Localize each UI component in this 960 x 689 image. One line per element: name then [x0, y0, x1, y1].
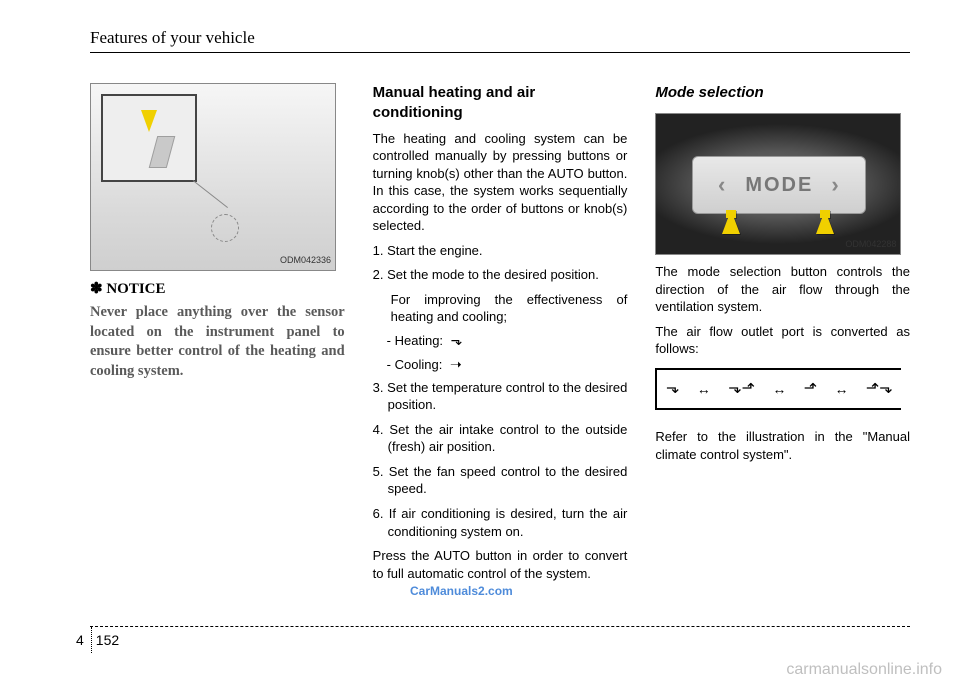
- watermark-carmanualsonline: carmanualsonline.info: [786, 661, 942, 679]
- step-6: 6. If air conditioning is desired, turn …: [373, 505, 628, 540]
- section-title-manual: Manual heating and air conditioning: [373, 83, 628, 124]
- airflow-sequence-strip: ⬎ ↔ ⬎⬏ ↔ ⬏ ↔ ⬏⬎: [655, 368, 901, 410]
- sub-cooling-label: - Cooling:: [387, 357, 443, 372]
- notice-text: Never place anything over the sensor loc…: [90, 303, 345, 381]
- figure-caption: ODM042336: [280, 254, 331, 266]
- page-number-divider: [91, 627, 92, 653]
- sub-cooling: - Cooling: ➝: [373, 355, 628, 374]
- chevron-left-icon: ‹: [718, 170, 727, 200]
- step-1: 1. Start the engine.: [373, 242, 628, 260]
- watermark-carmanuals2: CarManuals2.com: [410, 584, 513, 598]
- manual-outro: Press the AUTO button in order to conver…: [373, 547, 628, 582]
- step-2: 2. Set the mode to the desired position.: [373, 266, 628, 284]
- callout-line-icon: [193, 180, 228, 208]
- airflow-defrost-icon: ⬏⬎: [866, 378, 893, 400]
- page-number: 4 152: [76, 627, 119, 653]
- mode-p2: The air flow outlet port is converted as…: [655, 323, 910, 358]
- column-3: Mode selection ‹ MODE › ODM042288 The mo…: [655, 83, 910, 589]
- section-title-mode: Mode selection: [655, 83, 910, 103]
- callout-circle-icon: [211, 214, 239, 242]
- double-arrow-icon: ↔: [834, 380, 848, 399]
- arrow-down-icon: [141, 110, 157, 132]
- sub-intro: For improving the effectiveness of heati…: [373, 291, 628, 326]
- arrow-up-right-icon: [816, 210, 834, 234]
- face-mode-icon: ➝: [450, 356, 462, 372]
- mode-p1: The mode selection button controls the d…: [655, 263, 910, 316]
- column-2: Manual heating and air conditioning The …: [373, 83, 628, 589]
- step-3: 3. Set the temperature control to the de…: [373, 379, 628, 414]
- floor-mode-icon: ⬎: [451, 332, 463, 348]
- page-number-value: 152: [96, 632, 119, 648]
- step-5: 5. Set the fan speed control to the desi…: [373, 463, 628, 498]
- sensor-shape-icon: [149, 136, 176, 168]
- manual-intro: The heating and cooling system can be co…: [373, 130, 628, 235]
- mode-label: MODE: [745, 172, 813, 199]
- sub-heating-label: - Heating:: [387, 333, 443, 348]
- chevron-right-icon: ›: [831, 170, 840, 200]
- double-arrow-icon: ↔: [772, 380, 786, 399]
- mode-figure-caption: ODM042288: [845, 238, 896, 250]
- page-header: Features of your vehicle: [90, 28, 910, 53]
- sub-heating: - Heating: ⬎: [373, 331, 628, 350]
- sensor-figure: ODM042336: [90, 83, 336, 271]
- inset-detail-box: [101, 94, 197, 182]
- header-title: Features of your vehicle: [90, 28, 255, 47]
- airflow-floor-icon: ⬏: [804, 378, 817, 400]
- footer-divider: [90, 626, 910, 627]
- mode-p3: Refer to the illustration in the "Manual…: [655, 428, 910, 463]
- step-4: 4. Set the air intake control to the out…: [373, 421, 628, 456]
- airflow-bilevel-icon: ⬎⬏: [728, 378, 755, 400]
- airflow-face-icon: ⬎: [666, 378, 679, 400]
- notice-title: ✽ NOTICE: [90, 279, 345, 299]
- double-arrow-icon: ↔: [697, 380, 711, 399]
- arrow-up-left-icon: [722, 210, 740, 234]
- mode-figure: ‹ MODE › ODM042288: [655, 113, 901, 255]
- mode-button-panel: ‹ MODE ›: [692, 156, 866, 214]
- section-number: 4: [76, 632, 84, 648]
- column-1: ODM042336 ✽ NOTICE Never place anything …: [90, 83, 345, 589]
